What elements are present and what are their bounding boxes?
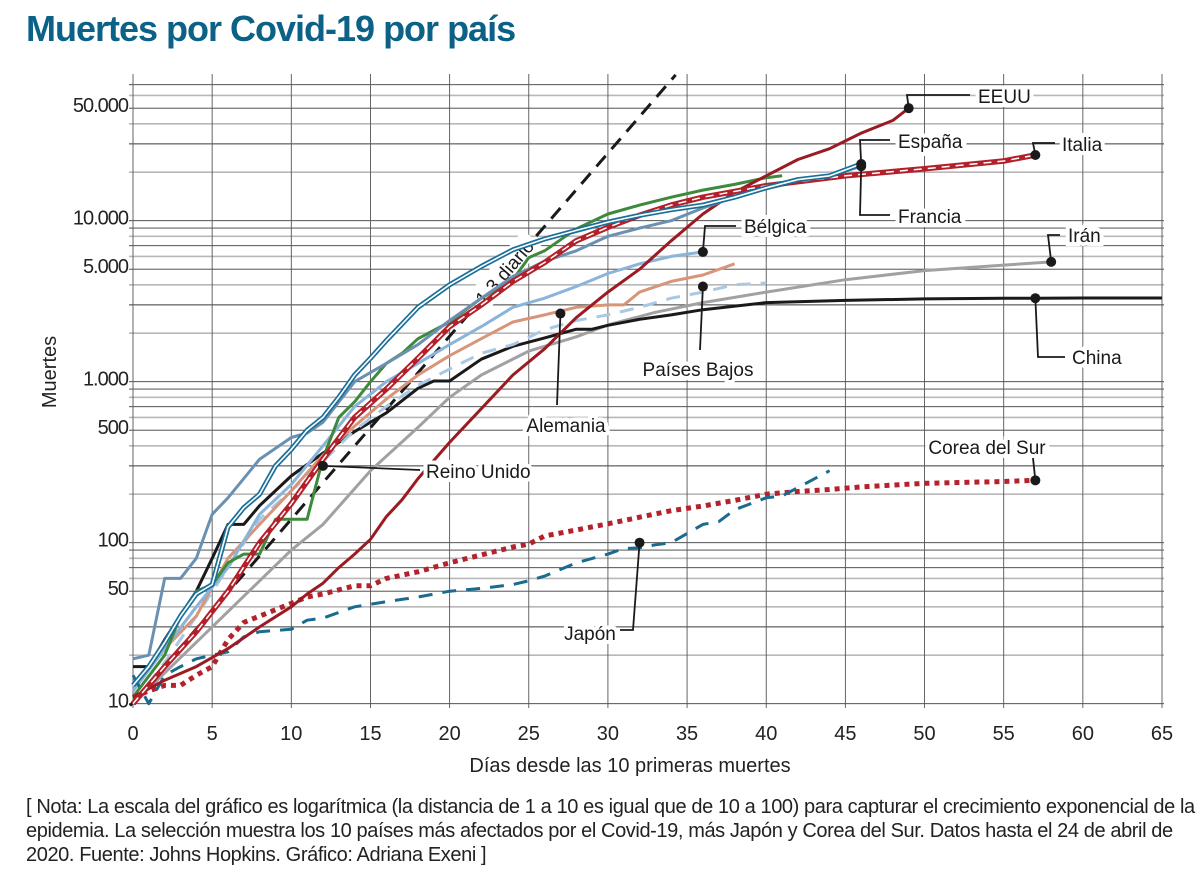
callout-connector bbox=[702, 225, 736, 252]
callout-label: Bélgica bbox=[744, 217, 807, 238]
series-line bbox=[131, 250, 704, 692]
series-países-bajos bbox=[131, 281, 767, 705]
callout-connector bbox=[1046, 234, 1060, 262]
x-axis: 0 5 10 15 20 25 30 35 40 45 50 55 60 65 bbox=[127, 723, 1173, 745]
callout-dot bbox=[555, 308, 566, 319]
x-tick-label: 5 bbox=[207, 723, 218, 745]
callout-españa: España bbox=[856, 128, 967, 169]
callout-label: EEUU bbox=[978, 87, 1031, 108]
x-tick-label: 0 bbox=[127, 723, 138, 745]
callout-dot bbox=[634, 537, 645, 548]
callout-label: Alemania bbox=[526, 416, 606, 437]
callout-label: Francia bbox=[898, 207, 962, 228]
callout-connector bbox=[322, 464, 421, 471]
y-tick-label: 50 bbox=[108, 578, 129, 600]
x-tick-label: 20 bbox=[438, 723, 460, 745]
callout-connector bbox=[1034, 298, 1065, 358]
series-line bbox=[131, 281, 767, 705]
callout-label: Países Bajos bbox=[643, 360, 754, 381]
series-line bbox=[131, 469, 831, 706]
callout-dot bbox=[1030, 293, 1041, 304]
callout-dot bbox=[903, 103, 914, 114]
callout-reino-unido: Reino Unido bbox=[317, 458, 535, 487]
series-line bbox=[131, 260, 1052, 705]
callout-bélgica: Bélgica bbox=[697, 213, 811, 257]
callout-japón: Japón bbox=[560, 537, 645, 649]
series-line bbox=[132, 164, 862, 661]
footnote: [ Nota: La escala del gráfico es logarít… bbox=[26, 796, 1195, 866]
callout-dot bbox=[317, 460, 328, 471]
callouts: EEUU España Francia Italia Irán China Bélgica P… bbox=[317, 83, 1126, 649]
x-tick-label: 35 bbox=[676, 723, 698, 745]
callout-dot bbox=[1030, 149, 1041, 160]
series-españa bbox=[131, 161, 863, 688]
callout-label: Italia bbox=[1062, 135, 1103, 156]
label-background bbox=[465, 230, 543, 314]
series-line bbox=[132, 107, 910, 699]
x-tick-label: 50 bbox=[913, 723, 935, 745]
series-bélgica bbox=[131, 250, 704, 692]
series-irán bbox=[131, 260, 1052, 705]
callout-irán: Irán bbox=[1046, 222, 1105, 267]
x-tick-label: 65 bbox=[1151, 723, 1173, 745]
series-corea-del-sur bbox=[132, 477, 1036, 700]
y-tick-label: 5.000 bbox=[83, 256, 129, 278]
callout-label: China bbox=[1072, 348, 1122, 369]
x-tick-label: 10 bbox=[280, 723, 302, 745]
series-japón bbox=[131, 469, 831, 706]
callout-connector bbox=[620, 542, 641, 631]
y-axis: 10 50 100 500 1.000 5.000 10.000 50.000 bbox=[73, 95, 130, 713]
series-line-inner bbox=[132, 163, 862, 686]
series-line bbox=[132, 477, 1036, 700]
x-tick-label: 45 bbox=[834, 723, 856, 745]
callout-italia: Italia bbox=[1030, 131, 1107, 160]
y-tick-label: 10.000 bbox=[73, 208, 129, 230]
x-tick-label: 60 bbox=[1072, 723, 1094, 745]
callout-dot bbox=[1030, 475, 1041, 486]
y-tick-label: 500 bbox=[98, 417, 129, 439]
callout-eeuu: EEUU bbox=[903, 83, 1035, 114]
x-tick-label: 15 bbox=[359, 723, 381, 745]
y-tick-label: 50.000 bbox=[73, 95, 129, 117]
callout-label: España bbox=[898, 132, 963, 153]
y-tick-label: 10 bbox=[108, 691, 129, 713]
callout-dot bbox=[1046, 256, 1057, 267]
y-tick-label: 100 bbox=[98, 530, 129, 552]
callout-dot bbox=[856, 161, 867, 172]
chart-title: Muertes por Covid-19 por país bbox=[26, 8, 516, 49]
x-tick-label: 30 bbox=[597, 723, 619, 745]
x-axis-title: Días desde las 10 primeras muertes bbox=[469, 755, 790, 777]
callout-label: Irán bbox=[1068, 226, 1101, 247]
series-group bbox=[130, 107, 1162, 706]
x-tick-label: 40 bbox=[755, 723, 777, 745]
series-francia bbox=[132, 164, 862, 661]
y-axis-title: Muertes bbox=[39, 336, 61, 408]
callout-francia: Francia bbox=[856, 161, 966, 232]
callout-label: Japón bbox=[564, 624, 616, 645]
grid bbox=[129, 74, 1164, 708]
y-tick-label: 1.000 bbox=[83, 369, 129, 391]
callout-connector bbox=[699, 286, 704, 351]
callout-dot bbox=[697, 281, 708, 292]
series-eeuu bbox=[132, 107, 910, 699]
callout-países-bajos: Países Bajos bbox=[639, 281, 757, 385]
callout-label: Corea del Sur bbox=[928, 438, 1046, 459]
callout-corea-del-sur: Corea del Sur bbox=[924, 434, 1050, 486]
x-tick-label: 55 bbox=[993, 723, 1015, 745]
x-tick-label: 25 bbox=[518, 723, 540, 745]
callout-label: Reino Unido bbox=[426, 462, 531, 483]
callout-alemania: Alemania bbox=[522, 308, 610, 441]
callout-connector bbox=[859, 139, 890, 165]
callout-connector bbox=[859, 166, 890, 216]
callout-connector bbox=[905, 94, 970, 109]
callout-china: China bbox=[1030, 293, 1126, 373]
callout-connector bbox=[556, 313, 562, 406]
callout-dot bbox=[697, 246, 708, 257]
